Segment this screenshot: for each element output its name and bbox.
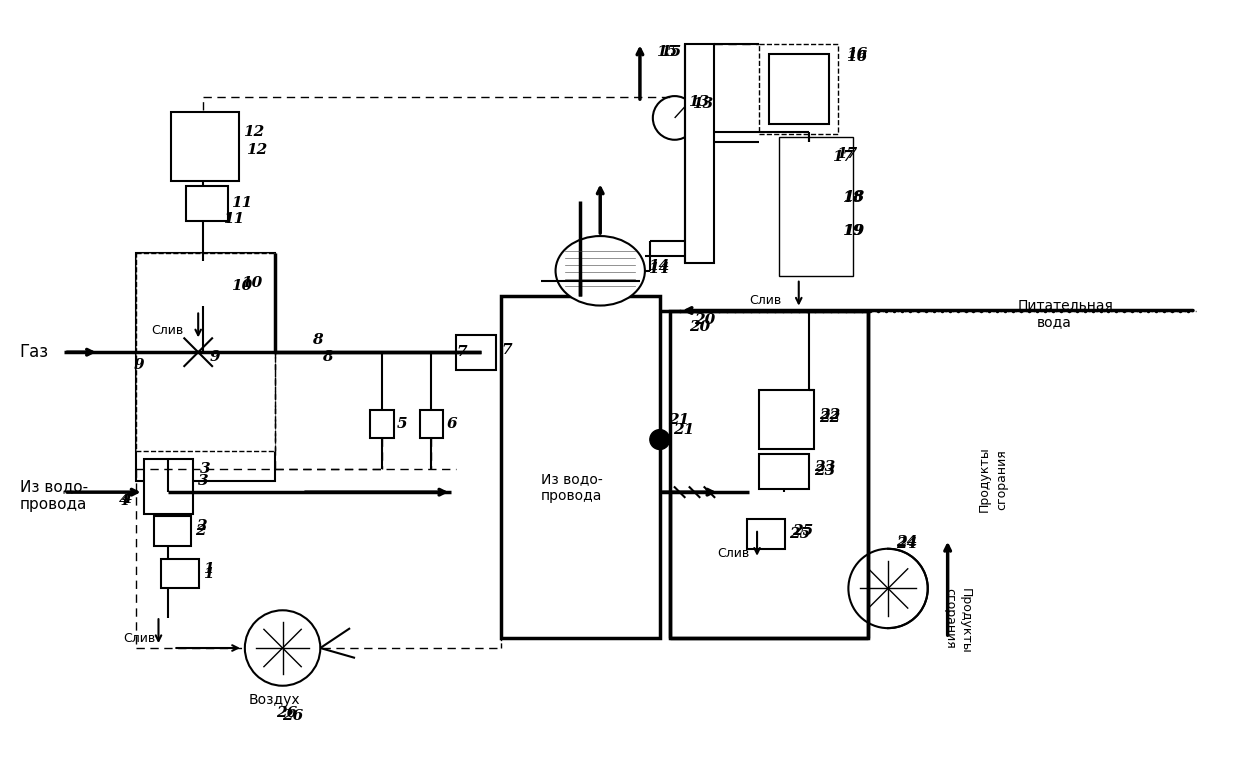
- Bar: [186, 186, 228, 221]
- Text: 17: 17: [837, 147, 858, 160]
- Text: Газ: Газ: [19, 343, 49, 361]
- Text: 4: 4: [118, 494, 130, 508]
- Text: 14: 14: [648, 262, 669, 276]
- Text: сгорания: сгорания: [995, 449, 1008, 509]
- Text: 21: 21: [668, 413, 689, 427]
- Text: 20: 20: [694, 313, 716, 328]
- Text: 24: 24: [896, 534, 917, 549]
- Text: 10: 10: [231, 279, 252, 293]
- Text: 26: 26: [276, 706, 297, 720]
- Text: провода: провода: [19, 497, 87, 512]
- Bar: [144, 459, 193, 514]
- Text: 23: 23: [814, 464, 835, 478]
- Text: 11: 11: [231, 196, 252, 210]
- Text: 16: 16: [847, 51, 868, 64]
- Text: 15: 15: [660, 45, 680, 59]
- Bar: [370, 410, 393, 438]
- Text: 20: 20: [689, 320, 711, 335]
- Polygon shape: [184, 338, 198, 366]
- Text: 25: 25: [789, 527, 810, 540]
- Bar: [789, 142, 829, 176]
- Text: Слив: Слив: [151, 324, 184, 337]
- Bar: [154, 516, 192, 546]
- Bar: [136, 253, 275, 481]
- Text: 7: 7: [501, 343, 512, 357]
- Text: 23: 23: [814, 460, 835, 475]
- Text: 3: 3: [198, 474, 209, 488]
- Text: 24: 24: [896, 537, 917, 551]
- Bar: [136, 253, 275, 451]
- Bar: [759, 45, 838, 134]
- Text: Слив: Слив: [750, 294, 781, 307]
- Bar: [501, 296, 660, 638]
- Bar: [670, 310, 868, 638]
- Text: 7: 7: [456, 345, 467, 359]
- Text: 21: 21: [673, 422, 694, 437]
- Text: Питательная: Питательная: [1017, 298, 1113, 313]
- Bar: [456, 335, 496, 370]
- Text: 2: 2: [197, 519, 207, 533]
- Text: вода: вода: [1037, 316, 1072, 329]
- Text: 25: 25: [791, 524, 813, 538]
- Bar: [799, 183, 838, 218]
- Bar: [769, 55, 829, 124]
- Bar: [759, 390, 814, 450]
- Text: Слив: Слив: [123, 631, 156, 644]
- Text: 26: 26: [282, 709, 304, 722]
- Bar: [161, 559, 199, 588]
- Text: 10: 10: [241, 276, 262, 290]
- Circle shape: [670, 341, 689, 360]
- Bar: [420, 410, 444, 438]
- Text: 3: 3: [200, 463, 210, 476]
- Text: 12: 12: [243, 125, 265, 139]
- Text: 9: 9: [210, 350, 220, 364]
- Text: 1: 1: [203, 566, 214, 581]
- Text: 6: 6: [446, 416, 457, 431]
- Circle shape: [650, 430, 670, 450]
- Text: Из водо-: Из водо-: [19, 480, 88, 494]
- Text: 19: 19: [843, 224, 863, 238]
- Text: 13: 13: [688, 95, 709, 109]
- Text: Продукты
сгорания: Продукты сгорания: [944, 588, 971, 654]
- Text: 22: 22: [819, 408, 840, 422]
- Text: 19: 19: [843, 224, 864, 238]
- Text: Продукты: Продукты: [978, 447, 990, 512]
- Text: провода: провода: [541, 489, 602, 503]
- Text: 1: 1: [203, 562, 214, 575]
- Text: 14: 14: [648, 259, 669, 273]
- Text: 17: 17: [833, 150, 854, 164]
- Text: Слив: Слив: [717, 547, 750, 560]
- Text: Из водо-: Из водо-: [541, 472, 602, 486]
- Text: 12: 12: [246, 142, 267, 157]
- Bar: [171, 112, 239, 182]
- Bar: [779, 137, 853, 276]
- Bar: [684, 45, 714, 263]
- Text: 11: 11: [223, 212, 244, 226]
- Text: 8: 8: [312, 333, 323, 347]
- Text: 22: 22: [819, 411, 840, 425]
- Text: 15: 15: [655, 45, 677, 59]
- Text: 18: 18: [843, 192, 863, 205]
- Text: 13: 13: [692, 97, 713, 111]
- Text: 2: 2: [195, 524, 205, 538]
- Text: 16: 16: [847, 48, 868, 61]
- Text: Воздух: Воздух: [248, 693, 300, 706]
- Ellipse shape: [556, 236, 645, 306]
- Bar: [188, 261, 238, 306]
- Text: 4: 4: [122, 492, 132, 506]
- Text: 8: 8: [323, 350, 333, 364]
- Bar: [747, 519, 785, 549]
- Text: 18: 18: [843, 190, 864, 204]
- Bar: [759, 454, 809, 489]
- Polygon shape: [198, 338, 212, 366]
- Text: 9: 9: [134, 358, 145, 372]
- Text: 5: 5: [397, 416, 407, 431]
